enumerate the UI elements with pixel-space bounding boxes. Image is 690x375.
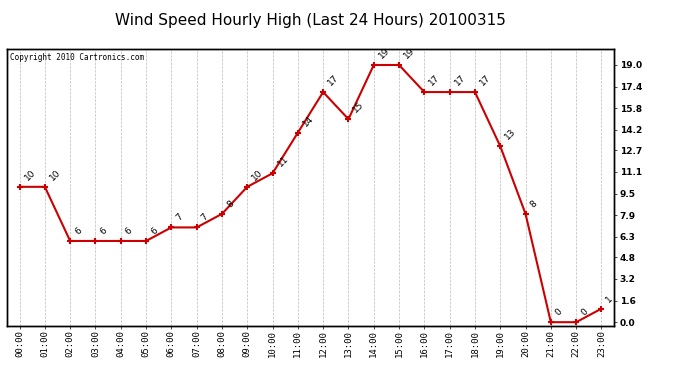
Text: 8: 8 xyxy=(529,199,539,209)
Text: 6: 6 xyxy=(124,226,135,236)
Text: 6: 6 xyxy=(99,226,109,236)
Text: 10: 10 xyxy=(48,168,62,182)
Text: 17: 17 xyxy=(453,73,467,87)
Text: 14: 14 xyxy=(301,114,315,128)
Text: 17: 17 xyxy=(326,73,341,87)
Text: 19: 19 xyxy=(377,46,391,60)
Text: 19: 19 xyxy=(402,46,417,60)
Text: 17: 17 xyxy=(478,73,493,87)
Text: 11: 11 xyxy=(275,154,290,168)
Text: 1: 1 xyxy=(604,294,615,304)
Text: Wind Speed Hourly High (Last 24 Hours) 20100315: Wind Speed Hourly High (Last 24 Hours) 2… xyxy=(115,13,506,28)
Text: 17: 17 xyxy=(427,73,442,87)
Text: 8: 8 xyxy=(225,199,235,209)
Text: 7: 7 xyxy=(175,212,185,223)
Text: 0: 0 xyxy=(579,307,590,318)
Text: 13: 13 xyxy=(503,127,518,141)
Text: 10: 10 xyxy=(23,168,37,182)
Text: 6: 6 xyxy=(73,226,83,236)
Text: 10: 10 xyxy=(250,168,265,182)
Text: 6: 6 xyxy=(149,226,159,236)
Text: 0: 0 xyxy=(554,307,564,318)
Text: Copyright 2010 Cartronics.com: Copyright 2010 Cartronics.com xyxy=(10,53,144,62)
Text: 15: 15 xyxy=(351,100,366,114)
Text: 7: 7 xyxy=(199,212,210,223)
